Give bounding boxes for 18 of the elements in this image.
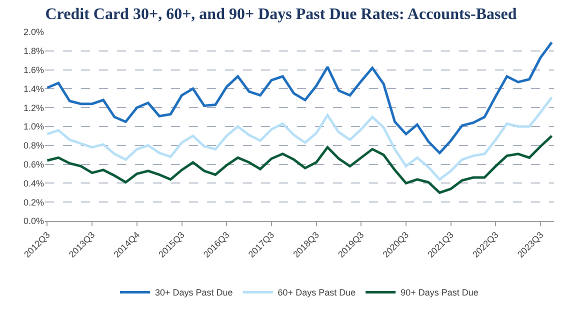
- legend-label: 90+ Days Past Due: [400, 288, 478, 298]
- y-tick-label: 1.2%: [23, 102, 44, 113]
- legend-label: 60+ Days Past Due: [278, 288, 356, 298]
- y-tick-label: 0.6%: [23, 159, 44, 170]
- line-series: [46, 41, 554, 154]
- y-tick-label: 2.0%: [23, 27, 44, 38]
- y-tick-label: 0.4%: [23, 178, 44, 188]
- line-series: [46, 96, 554, 181]
- y-tick-label: 0.8%: [23, 140, 44, 151]
- line-series: [46, 134, 554, 194]
- chart-title: Credit Card 30+, 60+, and 90+ Days Past Due Rates: Accounts-Based: [45, 6, 517, 24]
- y-tick-label: 1.8%: [23, 46, 44, 56]
- y-tick-label: 1.0%: [23, 122, 44, 132]
- y-tick-label: 1.6%: [23, 64, 44, 75]
- y-tick-label: 1.4%: [23, 84, 44, 94]
- y-tick-label: 0.2%: [23, 197, 44, 208]
- y-tick-label: 0.0%: [23, 216, 44, 226]
- legend-label: 30+ Days Past Due: [155, 288, 233, 298]
